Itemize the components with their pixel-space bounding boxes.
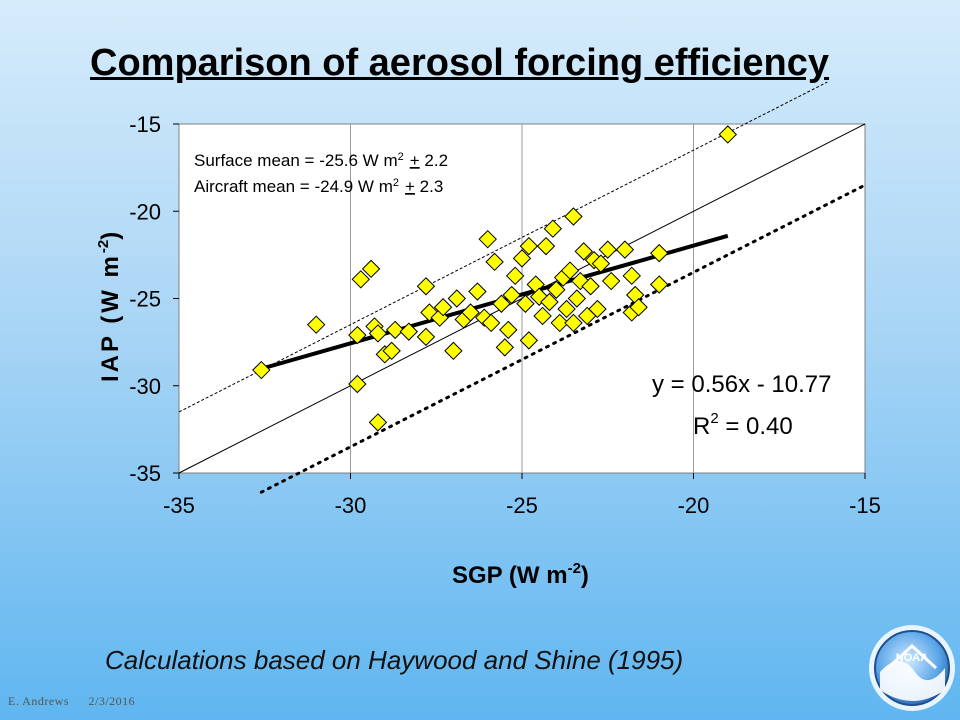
data-point bbox=[516, 294, 535, 313]
data-point bbox=[550, 313, 569, 333]
data-point bbox=[519, 331, 539, 350]
data-point bbox=[598, 240, 617, 259]
data-point bbox=[433, 298, 453, 317]
y-tick-label: -25 bbox=[129, 287, 161, 312]
data-point bbox=[348, 374, 367, 394]
data-point bbox=[540, 292, 559, 312]
data-point bbox=[416, 277, 436, 296]
data-point bbox=[557, 299, 576, 319]
data-point bbox=[492, 294, 511, 313]
data-point bbox=[382, 341, 401, 361]
y-tick-label: -20 bbox=[129, 199, 161, 224]
data-point bbox=[564, 313, 583, 333]
axis-ticks: -35 -30 -25 -20 -15 -35 -30 -25 -20 -15 bbox=[129, 112, 881, 518]
data-point bbox=[306, 315, 326, 334]
x-tick-label: -30 bbox=[335, 493, 367, 518]
data-point bbox=[543, 219, 563, 238]
data-point bbox=[560, 261, 580, 280]
data-point bbox=[368, 413, 388, 432]
data-point bbox=[252, 360, 271, 380]
data-point bbox=[512, 249, 532, 268]
data-point bbox=[622, 266, 641, 286]
upper-bound-line bbox=[178, 81, 828, 413]
data-point bbox=[502, 285, 521, 305]
slide-footer: E. Andrews 2/3/2016 bbox=[8, 694, 151, 709]
y-tick-label: -30 bbox=[129, 374, 161, 399]
data-point bbox=[519, 236, 539, 256]
y-axis-label: IAP (W m-2) bbox=[95, 229, 124, 382]
footer-author: E. Andrews bbox=[8, 694, 69, 708]
aircraft-mean-annotation: Aircraft mean = -24.9 W m2 + 2.3 bbox=[194, 177, 443, 196]
slide-title: Comparison of aerosol forcing efficiency bbox=[90, 42, 830, 84]
data-point bbox=[444, 341, 463, 361]
surface-mean-annotation: Surface mean = -25.6 W m2 + 2.2 bbox=[194, 151, 448, 170]
y-tick-label: -35 bbox=[129, 461, 161, 486]
data-point bbox=[348, 325, 367, 345]
data-point bbox=[547, 280, 566, 299]
data-point bbox=[499, 320, 518, 340]
data-point bbox=[368, 324, 388, 343]
data-point bbox=[361, 259, 381, 279]
data-points bbox=[252, 125, 738, 432]
data-point bbox=[718, 125, 738, 144]
data-point bbox=[588, 299, 607, 319]
data-point bbox=[649, 243, 669, 263]
noaa-logo: NOAA bbox=[869, 625, 955, 711]
data-point bbox=[567, 289, 587, 308]
data-point bbox=[485, 252, 504, 272]
footer-date: 2/3/2016 bbox=[88, 694, 136, 708]
slide-caption: Calculations based on Haywood and Shine … bbox=[105, 645, 684, 675]
data-point bbox=[399, 322, 419, 341]
data-point bbox=[505, 266, 525, 286]
data-point bbox=[468, 282, 487, 301]
data-point bbox=[574, 242, 593, 261]
data-point bbox=[416, 327, 436, 347]
data-point bbox=[447, 289, 467, 308]
data-point bbox=[495, 338, 515, 357]
fit-equation: y = 0.56x - 10.77 bbox=[652, 371, 831, 398]
data-point bbox=[615, 240, 635, 259]
data-point bbox=[385, 320, 405, 340]
data-point bbox=[564, 207, 583, 226]
x-tick-label: -25 bbox=[506, 493, 538, 518]
x-axis-label: SGP (W m-2) bbox=[452, 560, 589, 589]
data-point bbox=[536, 236, 556, 256]
x-tick-label: -35 bbox=[163, 493, 195, 518]
svg-text:NOAA: NOAA bbox=[896, 652, 928, 664]
y-tick-label: -15 bbox=[129, 112, 161, 137]
r-squared: R2 = 0.40 bbox=[693, 410, 793, 440]
data-point bbox=[601, 271, 621, 291]
lower-bound-line bbox=[259, 183, 867, 494]
data-point bbox=[629, 298, 648, 317]
data-point bbox=[478, 229, 497, 249]
data-point bbox=[351, 270, 370, 289]
data-point bbox=[591, 254, 611, 273]
x-tick-label: -20 bbox=[678, 493, 710, 518]
data-point bbox=[461, 303, 480, 322]
data-point bbox=[533, 306, 552, 326]
data-point bbox=[581, 277, 600, 296]
x-tick-label: -15 bbox=[849, 493, 881, 518]
data-point bbox=[481, 313, 501, 333]
data-point bbox=[649, 275, 669, 294]
